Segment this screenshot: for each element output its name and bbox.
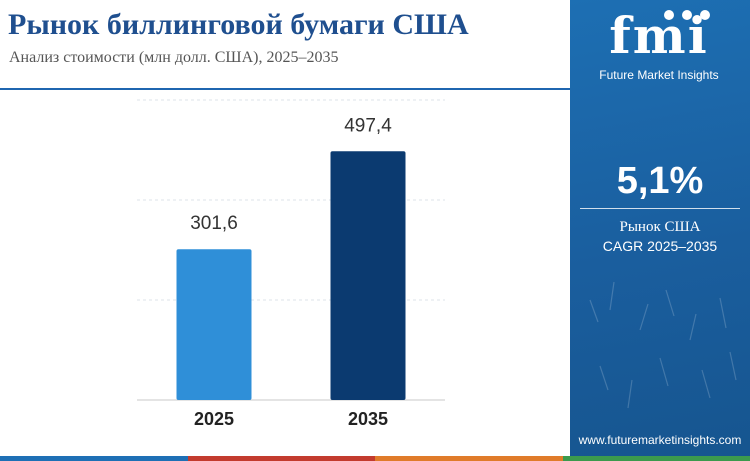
logo-tagline: Future Market Insights [599,68,719,82]
cagr-value: 5,1% [616,160,704,202]
website-link[interactable]: www.futuremarketinsights.com [578,433,742,447]
chart-header: Рынок биллинговой бумаги США Анализ стои… [0,0,570,90]
chart-title: Рынок биллинговой бумаги США [8,8,469,41]
footer-stripe-segment [0,456,188,461]
logo-wordmark: fmi [609,6,709,65]
footer-color-stripe [0,456,750,461]
globe-icon [682,10,692,20]
globe-icon [700,10,710,20]
bar-2025 [176,249,252,400]
globe-icon [664,10,674,20]
kpi-market-label: Рынок США [619,219,701,235]
bars [176,151,406,400]
labels: 301,6 2025 497,4 2035 [190,115,392,429]
footer-stripe-segment [375,456,563,461]
kpi-period-label: CAGR 2025–2035 [602,238,718,254]
header-divider [0,88,570,90]
brand-sidebar: fmi Future Market Insights 5,1% Рынок СШ… [570,0,750,461]
category-label-2035: 2035 [348,409,388,429]
bar-chart: 301,6 2025 497,4 2035 [137,99,445,429]
bar-2035 [330,151,406,400]
value-label-2025: 301,6 [190,213,238,234]
background-texture [589,281,737,409]
value-label-2035: 497,4 [344,115,392,136]
kpi-divider [580,208,740,209]
footer-stripe-segment [187,456,375,461]
category-label-2025: 2025 [194,409,234,429]
footer-stripe-segment [562,456,750,461]
chart-subtitle: Анализ стоимости (млн долл. США), 2025–2… [9,49,339,66]
fmi-logo: fmi Future Market Insights [594,8,724,86]
